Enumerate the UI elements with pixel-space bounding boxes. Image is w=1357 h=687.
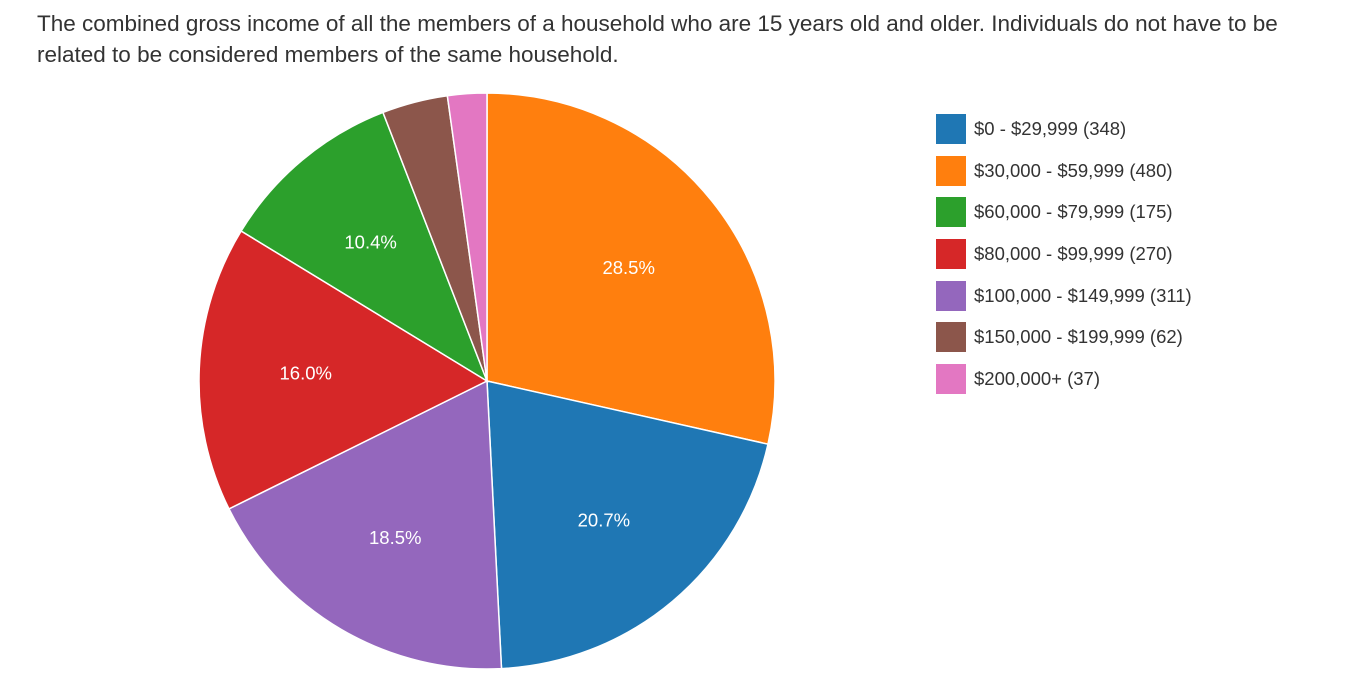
pie-slice-200-000 — [446, 92, 488, 382]
legend-item-150-000-199-999: $150,000 - $199,999 (62) — [936, 322, 1192, 353]
legend-item-60-000-79-999: $60,000 - $79,999 (175) — [936, 197, 1192, 228]
pie-slice-labels: 28.5% 20.7% 18.5% 16.0% 10.4% — [280, 231, 655, 548]
legend-item-100-000-149-999: $100,000 - $149,999 (311) — [936, 280, 1192, 311]
legend-swatch — [936, 322, 966, 353]
slice-label-0-29-999: 20.7% — [578, 509, 630, 530]
legend-label: $0 - $29,999 (348) — [974, 118, 1127, 139]
legend-item-200-000: $200,000+ (37) — [936, 364, 1192, 395]
pie-chart: 28.5% 20.7% 18.5% 16.0% 10.4% — [198, 92, 776, 670]
legend-label: $200,000+ (37) — [974, 368, 1101, 390]
legend-label: $30,000 - $59,999 (480) — [974, 159, 1173, 181]
legend-swatch — [936, 197, 966, 228]
legend: $0 - $29,999 (348) $30,000 - $59,999 (480… — [936, 114, 1192, 406]
legend-item-0-29-999: $0 - $29,999 (348) — [936, 114, 1192, 144]
legend-swatch — [936, 114, 966, 144]
slice-label-100-000-149-999: 18.5% — [369, 527, 421, 548]
legend-label: $150,000 - $199,999 (62) — [974, 326, 1183, 348]
slice-label-60-000-79-999: 10.4% — [344, 231, 396, 252]
pie-slice-100-000-149-999 — [227, 379, 503, 670]
legend-label: $60,000 - $79,999 (175) — [974, 201, 1173, 223]
pie-slice-30-000-59-999 — [486, 92, 776, 446]
pie-slice-0-29-999 — [486, 380, 769, 670]
legend-swatch — [936, 239, 966, 270]
pie-slice-80-000-99-999 — [198, 229, 489, 510]
pie-slices — [198, 92, 776, 670]
legend-label: $80,000 - $99,999 (270) — [974, 243, 1173, 265]
legend-swatch — [936, 364, 966, 395]
pie-slice-60-000-79-999 — [240, 111, 489, 383]
chart-description: The combined gross income of all the mem… — [37, 11, 1278, 67]
slice-label-80-000-99-999: 16.0% — [280, 363, 332, 384]
legend-item-80-000-99-999: $80,000 - $99,999 (270) — [936, 239, 1192, 270]
legend-swatch — [936, 280, 966, 311]
legend-label: $100,000 - $149,999 (311) — [974, 284, 1192, 306]
legend-swatch — [936, 155, 966, 186]
slice-label-30-000-59-999: 28.5% — [602, 257, 654, 278]
legend-item-30-000-59-999: $30,000 - $59,999 (480) — [936, 155, 1192, 186]
